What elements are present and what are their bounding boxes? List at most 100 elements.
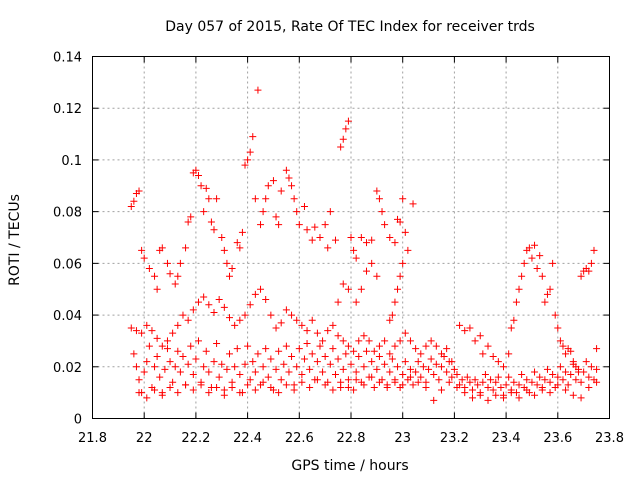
data-point <box>437 386 445 394</box>
data-point <box>313 376 321 384</box>
data-point <box>363 267 371 275</box>
data-point <box>267 311 275 319</box>
data-point <box>215 373 223 381</box>
data-point <box>161 365 169 373</box>
data-point <box>593 365 601 373</box>
data-point <box>194 337 202 345</box>
data-point <box>355 352 363 360</box>
data-point <box>531 241 539 249</box>
y-tick-label: 0.08 <box>53 206 82 221</box>
chart-title: Day 057 of 2015, Rate Of TEC Index for r… <box>165 19 535 35</box>
data-point <box>319 337 327 345</box>
data-point <box>484 342 492 350</box>
data-point <box>518 371 526 379</box>
data-point <box>179 311 187 319</box>
data-point <box>531 368 539 376</box>
data-point <box>254 86 262 94</box>
data-point <box>479 378 487 386</box>
data-point <box>458 376 466 384</box>
data-point <box>192 166 200 174</box>
data-point <box>515 381 523 389</box>
data-point <box>512 298 520 306</box>
data-point <box>531 391 539 399</box>
data-point <box>432 342 440 350</box>
data-point <box>427 337 435 345</box>
data-point <box>471 337 479 345</box>
data-point <box>342 125 350 133</box>
data-point <box>259 363 267 371</box>
data-point <box>538 383 546 391</box>
data-point <box>171 280 179 288</box>
data-point <box>182 244 190 252</box>
data-point <box>399 195 407 203</box>
data-point <box>453 383 461 391</box>
data-point <box>401 358 409 366</box>
data-point <box>370 383 378 391</box>
data-point <box>306 365 314 373</box>
data-point <box>569 358 577 366</box>
data-point <box>554 381 562 389</box>
data-point <box>505 350 513 358</box>
data-point <box>259 378 267 386</box>
data-point <box>321 381 329 389</box>
axis-ticks: 21.8 22 22.2 22.4 22.6 22.8 23 23.2 23.4 23.6 23.8… <box>53 51 624 447</box>
data-point <box>430 371 438 379</box>
data-point <box>135 376 143 384</box>
data-point <box>355 337 363 345</box>
y-tick-label: 0.14 <box>53 51 82 66</box>
data-point <box>282 342 290 350</box>
data-point <box>350 246 358 254</box>
data-point <box>590 246 598 254</box>
data-point <box>533 265 541 273</box>
data-point <box>158 342 166 350</box>
data-point <box>445 358 453 366</box>
data-point <box>251 368 259 376</box>
data-point <box>476 332 484 340</box>
data-point <box>226 350 234 358</box>
data-point <box>313 358 321 366</box>
data-point <box>347 360 355 368</box>
data-point <box>394 285 402 293</box>
data-point <box>337 143 345 151</box>
data-point <box>326 208 334 216</box>
data-point <box>306 383 314 391</box>
data-point <box>174 389 182 397</box>
data-point <box>187 342 195 350</box>
data-point <box>220 391 228 399</box>
data-point <box>365 337 373 345</box>
data-point <box>192 355 200 363</box>
data-point <box>593 345 601 353</box>
data-point <box>401 329 409 337</box>
data-point <box>324 244 332 252</box>
data-point <box>510 378 518 386</box>
data-point <box>303 340 311 348</box>
data-point <box>238 228 246 236</box>
data-point <box>497 383 505 391</box>
data-point <box>182 381 190 389</box>
data-point <box>510 316 518 324</box>
data-point <box>145 342 153 350</box>
x-tick-label: 22.2 <box>181 431 210 446</box>
data-point <box>326 360 334 368</box>
data-point <box>381 360 389 368</box>
data-point <box>244 156 252 164</box>
data-point <box>437 363 445 371</box>
data-point <box>337 378 345 386</box>
data-point <box>350 347 358 355</box>
x-tick-label: 21.8 <box>78 431 107 446</box>
data-point <box>143 321 151 329</box>
x-tick-label: 22.4 <box>233 431 262 446</box>
data-point <box>200 293 208 301</box>
data-point <box>386 316 394 324</box>
data-point <box>461 389 469 397</box>
data-point <box>386 234 394 241</box>
data-point <box>308 316 316 324</box>
data-point <box>435 376 443 384</box>
data-point <box>174 321 182 329</box>
data-point <box>244 342 252 350</box>
data-point <box>140 254 148 262</box>
data-point <box>494 358 502 366</box>
data-point <box>231 363 239 371</box>
data-point <box>205 389 213 397</box>
data-point <box>456 321 464 329</box>
